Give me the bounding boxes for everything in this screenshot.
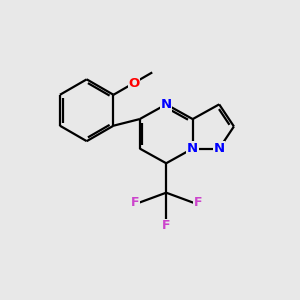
- Text: N: N: [214, 142, 225, 155]
- Text: O: O: [128, 76, 140, 89]
- Text: F: F: [162, 219, 170, 232]
- Text: N: N: [187, 142, 198, 155]
- Text: N: N: [160, 98, 172, 111]
- Text: F: F: [194, 196, 202, 209]
- Text: F: F: [130, 196, 139, 209]
